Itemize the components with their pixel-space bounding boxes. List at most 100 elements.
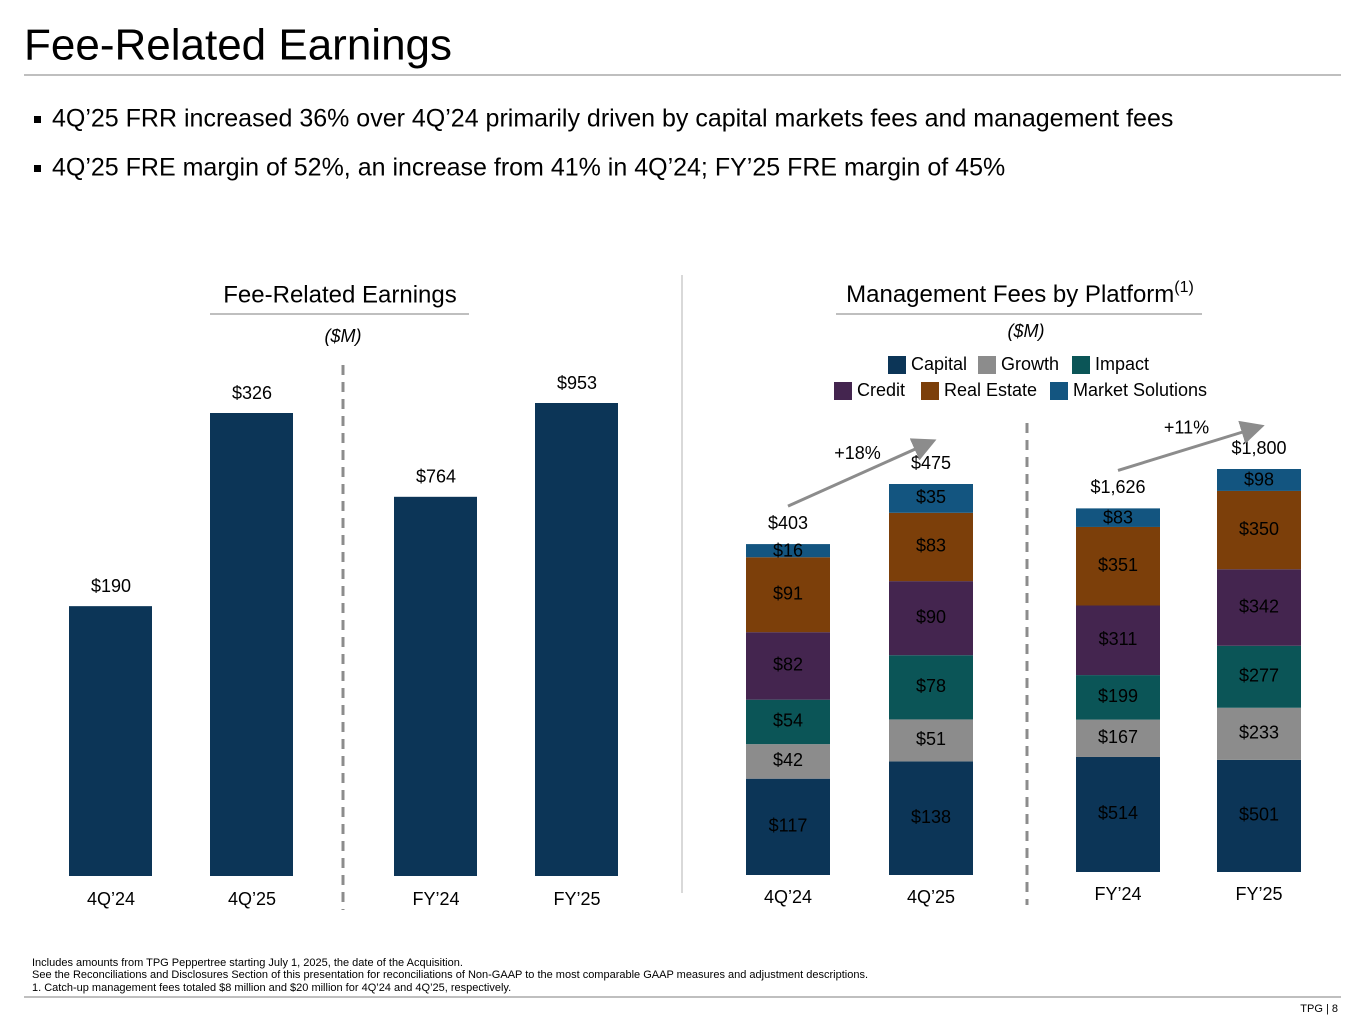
chart-title: Fee-Related Earnings	[223, 281, 456, 308]
total-label: $475	[911, 453, 951, 473]
segment-label: $501	[1239, 805, 1279, 825]
bullet: 4Q’25 FRR increased 36% over 4Q’24 prima…	[52, 105, 1173, 133]
legend-swatch	[1072, 356, 1090, 374]
x-tick-label: FY’25	[553, 889, 600, 909]
bar-segment	[1217, 569, 1301, 646]
segment-label: $117	[769, 816, 808, 836]
total-label: $403	[768, 513, 808, 533]
segment-label: $90	[916, 607, 946, 627]
legend-label: Real Estate	[944, 380, 1037, 400]
chart-subtitle: ($M)	[1008, 321, 1045, 341]
legend-swatch	[978, 356, 996, 374]
x-tick-label: 4Q’24	[764, 887, 812, 907]
segment-label: $82	[773, 655, 803, 675]
segment-label: $51	[916, 729, 946, 749]
bar-segment	[1217, 759, 1301, 872]
x-tick-label: 4Q’25	[228, 889, 276, 909]
slide-title: Fee-Related Earnings	[24, 21, 452, 70]
change-arrow	[787, 438, 937, 508]
bar-segment	[889, 581, 973, 656]
value-label: $326	[232, 383, 272, 403]
bar	[394, 496, 477, 876]
footnote: 1. Catch-up management fees totaled $8 m…	[32, 982, 511, 994]
value-label: $190	[91, 576, 131, 596]
x-tick-label: FY’24	[1094, 884, 1141, 904]
bar-segment	[1076, 605, 1160, 676]
change-arrow	[1117, 420, 1265, 472]
legend-label: Impact	[1095, 354, 1149, 374]
segment-label: $350	[1239, 519, 1279, 539]
x-tick-label: 4Q’24	[87, 889, 135, 909]
bar-segment	[889, 655, 973, 720]
segment-label: $83	[916, 536, 946, 556]
segment-label: $35	[916, 487, 946, 507]
chart-subtitle: ($M)	[325, 326, 362, 346]
total-label: $1,626	[1090, 477, 1145, 497]
x-tick-label: 4Q’25	[907, 887, 955, 907]
segment-label: $91	[773, 583, 803, 603]
page-number: TPG | 8	[1300, 1003, 1338, 1015]
bar-segment	[889, 484, 973, 513]
bar-segment	[746, 632, 830, 700]
bar-segment	[1076, 675, 1160, 720]
x-tick-label: FY’25	[1235, 884, 1282, 904]
x-tick-label: FY’24	[412, 889, 459, 909]
chart-title-text: Management Fees by Platform	[846, 281, 1174, 308]
segment-label: $16	[773, 540, 803, 560]
title-note: (1)	[1174, 279, 1194, 296]
bar-segment	[1076, 756, 1160, 872]
segment-label: $311	[1099, 629, 1138, 649]
segment-label: $233	[1239, 723, 1279, 743]
segment-label: $83	[1103, 507, 1133, 527]
change-label: +18%	[834, 443, 881, 463]
segment-label: $42	[773, 750, 803, 770]
total-label: $1,800	[1231, 438, 1286, 458]
bar-segment	[1217, 490, 1301, 570]
bar-segment	[889, 761, 973, 875]
legend-label: Growth	[1001, 354, 1059, 374]
bar-segment	[1217, 469, 1301, 491]
bar-segment	[746, 778, 830, 875]
bar-segment	[1076, 719, 1160, 757]
bar	[535, 403, 618, 876]
value-label: $953	[557, 373, 597, 393]
legend-swatch	[888, 356, 906, 374]
bar-segment	[1076, 508, 1160, 527]
legend-label: Credit	[857, 380, 905, 400]
chart-title: Management Fees by Platform(1)	[846, 279, 1194, 308]
segment-label: $199	[1098, 686, 1138, 706]
bar-segment	[746, 699, 830, 745]
bar	[210, 413, 293, 876]
legend-swatch	[921, 382, 939, 400]
legend-label: Capital	[911, 354, 967, 374]
bar-segment	[1076, 526, 1160, 606]
bar-segment	[889, 512, 973, 582]
bar-segment	[889, 719, 973, 762]
bullet-icon	[34, 165, 41, 172]
bar-segment	[1217, 707, 1301, 760]
segment-label: $342	[1239, 596, 1279, 616]
bullet-icon	[34, 116, 41, 123]
legend-swatch	[1050, 382, 1068, 400]
segment-label: $277	[1239, 666, 1279, 686]
segment-label: $138	[911, 807, 951, 827]
bar-segment	[1217, 645, 1301, 708]
footnote: See the Reconciliations and Disclosures …	[32, 969, 868, 981]
segment-label: $54	[773, 711, 803, 731]
bar	[69, 606, 152, 876]
legend-label: Market Solutions	[1073, 380, 1207, 400]
footnote: Includes amounts from TPG Peppertree sta…	[32, 957, 463, 969]
bullet: 4Q’25 FRE margin of 52%, an increase fro…	[52, 154, 1005, 182]
segment-label: $167	[1098, 727, 1138, 747]
bar-segment	[746, 557, 830, 633]
segment-label: $351	[1098, 555, 1138, 575]
segment-label: $78	[916, 676, 946, 696]
legend-swatch	[834, 382, 852, 400]
value-label: $764	[416, 467, 456, 487]
bar-segment	[746, 544, 830, 558]
change-label: +11%	[1164, 417, 1209, 437]
segment-label: $98	[1244, 470, 1274, 490]
bar-segment	[746, 744, 830, 779]
segment-label: $514	[1098, 803, 1138, 823]
